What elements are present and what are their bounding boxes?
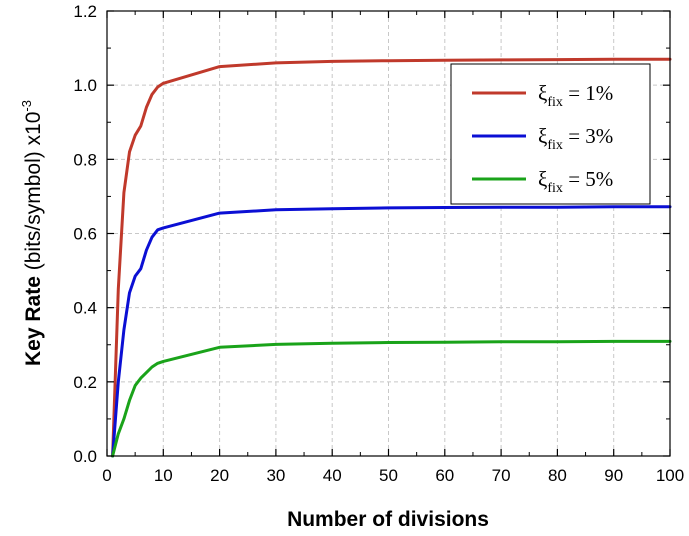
x-tick-label: 40 (323, 466, 342, 485)
y-axis-title-units: (bits/symbol) x10 (22, 112, 45, 277)
x-tick-label: 70 (492, 466, 511, 485)
y-tick-label: 0.6 (73, 225, 97, 244)
x-tick-label: 50 (379, 466, 398, 485)
legend-subscript: fix (547, 181, 563, 196)
legend: ξfix = 1%ξfix = 3%ξfix = 5% (450, 63, 651, 205)
x-tick-label: 10 (154, 466, 173, 485)
legend-symbol: ξ (538, 167, 547, 191)
legend-subscript: fix (547, 138, 563, 153)
series-lines (111, 57, 672, 458)
y-tick-label: 1.0 (73, 76, 97, 95)
x-tick-label: 0 (102, 466, 111, 485)
legend-label-2: ξfix = 3% (538, 124, 613, 153)
axis-ticks (106, 10, 671, 457)
x-tick-label: 20 (210, 466, 229, 485)
y-tick-label: 0.0 (73, 447, 97, 466)
x-tick-label: 80 (548, 466, 567, 485)
legend-label-1: ξfix = 1% (538, 81, 613, 110)
x-tick-label: 30 (266, 466, 285, 485)
legend-subscript: fix (547, 95, 563, 110)
x-tick-label: 60 (435, 466, 454, 485)
x-tick-label: 90 (604, 466, 623, 485)
legend-label-3: ξfix = 5% (538, 167, 613, 196)
legend-symbol: ξ (538, 124, 547, 148)
legend-value: = 3% (563, 124, 613, 148)
x-tick-label: 100 (656, 466, 684, 485)
series-line-3 (111, 339, 672, 458)
y-tick-label: 0.4 (73, 299, 97, 318)
series-line-1 (111, 57, 672, 458)
y-axis-title: Key Rate (bits/symbol) x10-3 (19, 100, 45, 366)
y-tick-label: 0.2 (73, 373, 97, 392)
legend-box (450, 63, 651, 205)
legend-symbol: ξ (538, 81, 547, 105)
y-tick-label: 1.2 (73, 2, 97, 21)
legend-value: = 1% (563, 81, 613, 105)
tick-labels: 0 10 20 30 40 50 60 70 80 90 100 0.0 0.2 0.4 0.6 0.8 1.0… (73, 2, 684, 485)
legend-value: = 5% (563, 167, 613, 191)
y-tick-label: 0.8 (73, 150, 97, 169)
x-axis-title: Number of divisions (287, 508, 489, 531)
y-axis-title-exponent: -3 (19, 100, 34, 112)
series-line-2 (111, 205, 672, 458)
y-axis-title-bold: Key Rate (22, 276, 45, 366)
